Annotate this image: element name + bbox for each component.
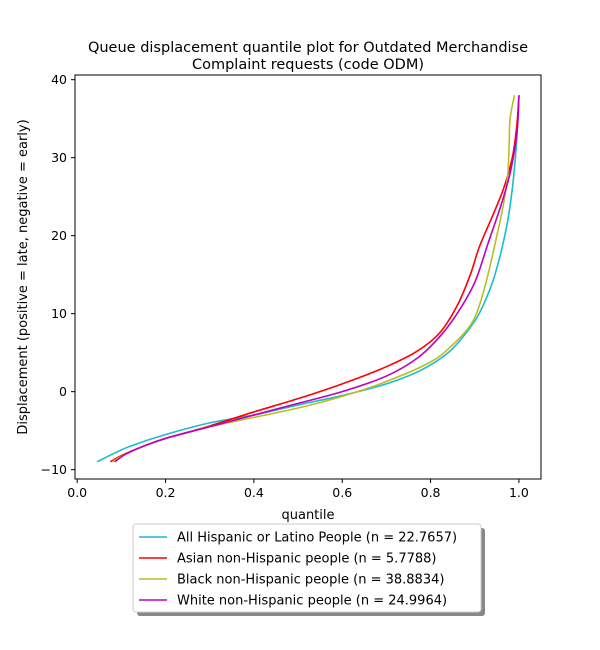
x-tick-label: 0.8 [421,485,441,500]
legend: All Hispanic or Latino People (n = 22.76… [132,523,485,616]
legend-box [132,523,482,613]
chart-title-line-2: Complaint requests (code ODM) [192,57,424,73]
x-axis-label: quantile [281,508,334,523]
y-tick-label: 30 [51,150,67,165]
y-axis-label: Displacement (positive = late, negative … [16,119,31,434]
series-layer [96,95,520,463]
y-tick-label: 40 [51,72,67,87]
legend-label: Black non-Hispanic people (n = 38.8834) [177,573,444,588]
y-tick-label: 10 [51,306,67,321]
x-tick-label: 0.2 [156,485,176,500]
plot-area-frame [74,74,542,480]
y-axis-ticks: −10 0 10 20 30 40 [41,72,75,477]
legend-label: White non-Hispanic people (n = 24.9964) [177,594,447,609]
x-tick-label: 1.0 [509,485,529,500]
x-tick-label: 0.4 [244,485,264,500]
y-tick-label: 20 [51,228,67,243]
x-tick-label: 0.0 [67,485,87,500]
legend-label: All Hispanic or Latino People (n = 22.76… [177,531,457,546]
x-axis-ticks: 0.0 0.2 0.4 0.6 0.8 1.0 [67,479,529,500]
legend-items: All Hispanic or Latino People (n = 22.76… [139,531,457,609]
chart-title-line-1: Queue displacement quantile plot for Out… [88,40,528,56]
series-line-4 [114,95,520,463]
series-line-2 [109,95,520,463]
series-line-3 [112,95,516,463]
legend-label: Asian non-Hispanic people (n = 5.7788) [177,552,436,567]
y-tick-label: −10 [41,462,67,477]
y-tick-label: 0 [59,384,67,399]
series-line-1 [96,95,520,463]
x-tick-label: 0.6 [332,485,352,500]
